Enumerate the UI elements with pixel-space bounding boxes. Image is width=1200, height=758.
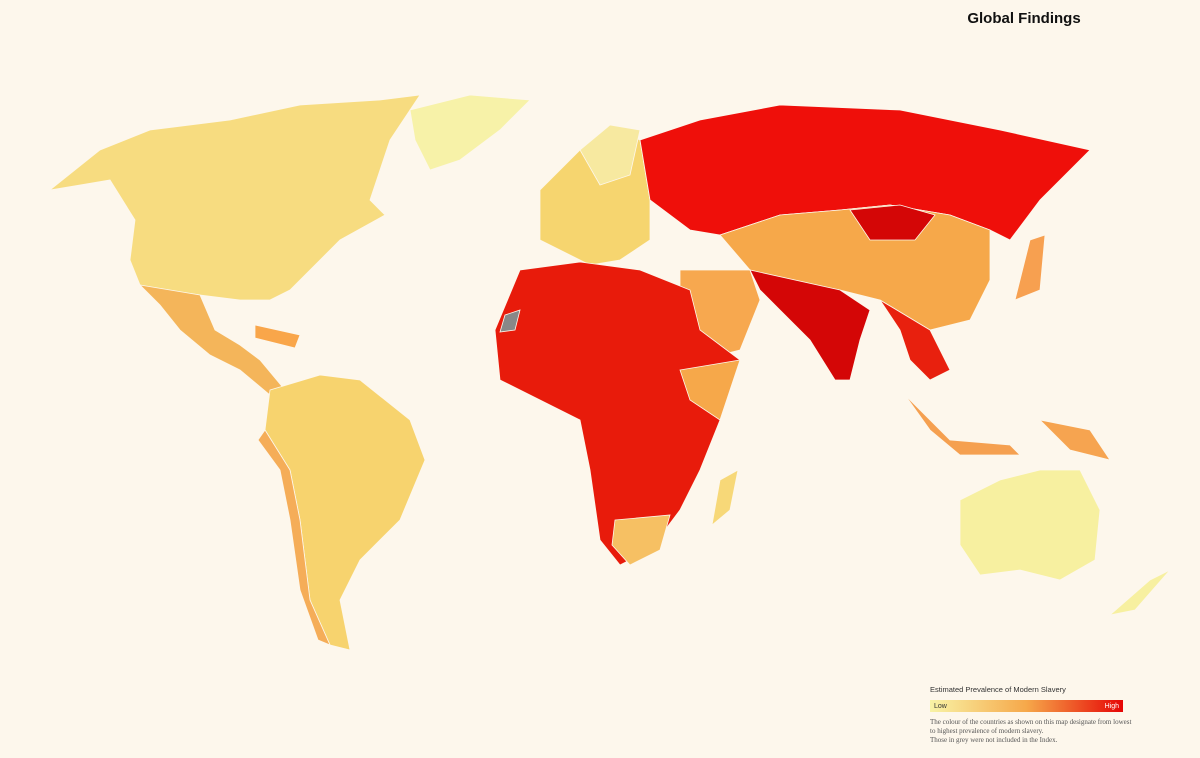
north-america: [48, 94, 421, 301]
legend-high: High: [1105, 703, 1120, 710]
not-included: [499, 309, 521, 333]
south-asia: [749, 269, 871, 381]
new-guinea: [1038, 419, 1111, 461]
greenland: [409, 94, 531, 171]
southern-africa: [611, 514, 671, 566]
southeast-asia: [879, 299, 951, 381]
note-line: to highest prevalence of modern slavery.: [930, 727, 1044, 735]
note-line: The colour of the countries as shown on …: [930, 718, 1131, 726]
scandinavia: [579, 124, 641, 186]
russia: [639, 104, 1091, 241]
note-line: Those in grey were not included in the I…: [930, 736, 1058, 744]
madagascar: [711, 469, 739, 527]
legend: Estimated Prevalence of Modern Slavery L…: [930, 685, 1131, 744]
caribbean: [254, 324, 301, 349]
japan: [1014, 234, 1046, 301]
world-map: [48, 94, 1171, 651]
legend-scale: [930, 700, 1123, 712]
andes: [257, 429, 331, 646]
legend-low: Low: [934, 703, 948, 710]
legend-note: The colour of the countries as shown on …: [930, 718, 1131, 744]
new-zealand: [1108, 569, 1171, 616]
indonesia: [904, 394, 1021, 456]
page-title: Global Findings: [967, 10, 1080, 27]
mongolia: [849, 204, 936, 241]
horn-of-africa: [679, 359, 741, 421]
australia: [959, 469, 1101, 581]
legend-title: Estimated Prevalence of Modern Slavery: [930, 685, 1066, 694]
